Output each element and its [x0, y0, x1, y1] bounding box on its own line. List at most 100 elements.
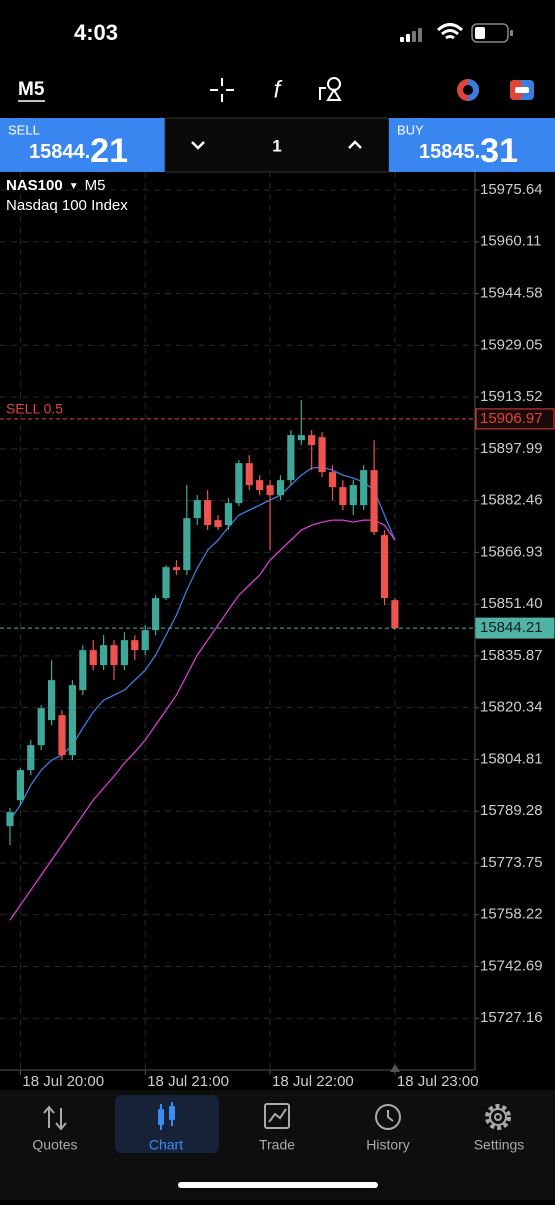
sell-button[interactable] [0, 118, 165, 172]
trade-icon [264, 1103, 290, 1129]
buy-button[interactable] [389, 118, 555, 172]
candle-body [68, 685, 77, 756]
candle-body [245, 463, 253, 486]
chart-icon [158, 1102, 175, 1130]
tab-label[interactable]: History [366, 1137, 410, 1153]
y-tick-label: 15944.58 [480, 285, 543, 302]
y-tick-label: 15897.99 [480, 440, 543, 457]
sell-label: SELL [8, 122, 40, 137]
y-tick-label: 15975.64 [480, 181, 543, 198]
indicators-button[interactable]: f [274, 76, 283, 103]
candle-body [370, 470, 378, 533]
candle-body [308, 435, 316, 446]
candle-body [37, 708, 45, 746]
scroll-marker [390, 1064, 400, 1072]
trade-button[interactable] [510, 80, 534, 100]
candle-body [100, 645, 108, 666]
volume-value[interactable]: 1 [272, 136, 281, 155]
candle-body [79, 650, 87, 691]
tab-label[interactable]: Chart [149, 1137, 183, 1153]
y-tick-label: 15820.34 [480, 699, 543, 716]
y-tick-label: 15742.69 [480, 957, 543, 974]
volume-decrease[interactable] [191, 141, 205, 150]
candle-body [276, 480, 285, 496]
y-tick-label: 15866.93 [480, 543, 543, 560]
candle-body [380, 535, 389, 599]
price-line-value: 15906.97 [480, 410, 543, 427]
grid [0, 172, 475, 1070]
y-tick-label: 15929.05 [480, 336, 543, 353]
candle-body [235, 463, 243, 504]
candle-body [16, 770, 24, 801]
y-tick-label: 15835.87 [480, 647, 543, 664]
buy-price-main: 15845. [419, 141, 480, 163]
candle-body [183, 518, 191, 571]
candle-body [339, 487, 347, 506]
battery-icon [471, 23, 513, 43]
candle-body [204, 500, 212, 526]
chart-timeframe: M5 [85, 177, 106, 194]
y-tick-label: 15773.75 [480, 854, 543, 871]
price-line-label: SELL 0.5 [6, 401, 63, 417]
tab-label[interactable]: Trade [259, 1137, 295, 1153]
timeframe-button[interactable]: M5 [18, 79, 45, 100]
buy-label: BUY [397, 122, 424, 137]
buy-price-pips: 31 [480, 132, 518, 170]
candle-body [328, 472, 337, 488]
candle-body [162, 567, 170, 599]
y-tick-label: 15960.11 [480, 233, 541, 250]
quotes-icon [43, 1105, 67, 1131]
chart-description: Nasdaq 100 Index [6, 197, 128, 214]
price-line-box [475, 408, 555, 430]
candle-body [58, 715, 66, 756]
symbol: NAS100 [6, 177, 63, 194]
candle-body [172, 567, 181, 571]
y-tick-label: 15727.16 [480, 1009, 543, 1026]
candle-body [391, 600, 399, 629]
chart-symbol: NAS100 ▼ M5 [6, 177, 105, 194]
x-tick-label: 18 Jul 22:00 [272, 1073, 354, 1090]
x-tick-label: 18 Jul 21:00 [147, 1073, 229, 1090]
candle-body [110, 645, 118, 666]
volume-increase[interactable] [348, 140, 362, 149]
candle-body [214, 520, 222, 528]
crosshair-button[interactable] [210, 78, 234, 102]
candle-body [27, 745, 35, 771]
candle-body [120, 640, 129, 666]
candle-body [131, 640, 139, 651]
price-line-box [475, 617, 555, 639]
price-line-value: 15844.21 [480, 619, 543, 636]
active-tab-highlight [115, 1095, 219, 1153]
y-tick-label: 15789.28 [480, 802, 543, 819]
tab-label[interactable]: Quotes [32, 1137, 77, 1153]
y-tick-label: 15882.46 [480, 492, 543, 509]
settings-icon [485, 1104, 511, 1130]
candle-body [152, 598, 160, 631]
candle-body [89, 650, 97, 666]
axes: 15975.64 15960.11 15944.58 15929.05 15913.52… [19, 181, 555, 1090]
objects-button[interactable] [319, 77, 342, 101]
wifi-icon [436, 23, 464, 40]
signal-icon [400, 28, 422, 42]
candle-body [224, 503, 233, 526]
sell-price-pips: 21 [90, 132, 128, 170]
candle-body [141, 630, 149, 651]
candle-body [266, 485, 274, 496]
x-tick-label: 18 Jul 23:00 [397, 1073, 479, 1090]
candle-body [256, 480, 264, 491]
y-tick-label: 15758.22 [480, 906, 543, 923]
symbol-dropdown[interactable]: ▼ [69, 181, 79, 192]
candle-body [287, 435, 295, 481]
account-button[interactable] [457, 79, 479, 101]
candle-body [6, 812, 14, 827]
clock: 4:03 [74, 20, 118, 45]
candle-body [360, 470, 368, 506]
moving-average [9, 519, 396, 921]
sell-price-main: 15844. [29, 141, 90, 163]
x-tick-label: 18 Jul 20:00 [22, 1073, 104, 1090]
candle-body [193, 500, 201, 519]
home-indicator [178, 1182, 378, 1188]
tabs: Quotes Chart Trade History Settings [32, 1137, 524, 1153]
tab-label[interactable]: Settings [474, 1137, 525, 1153]
